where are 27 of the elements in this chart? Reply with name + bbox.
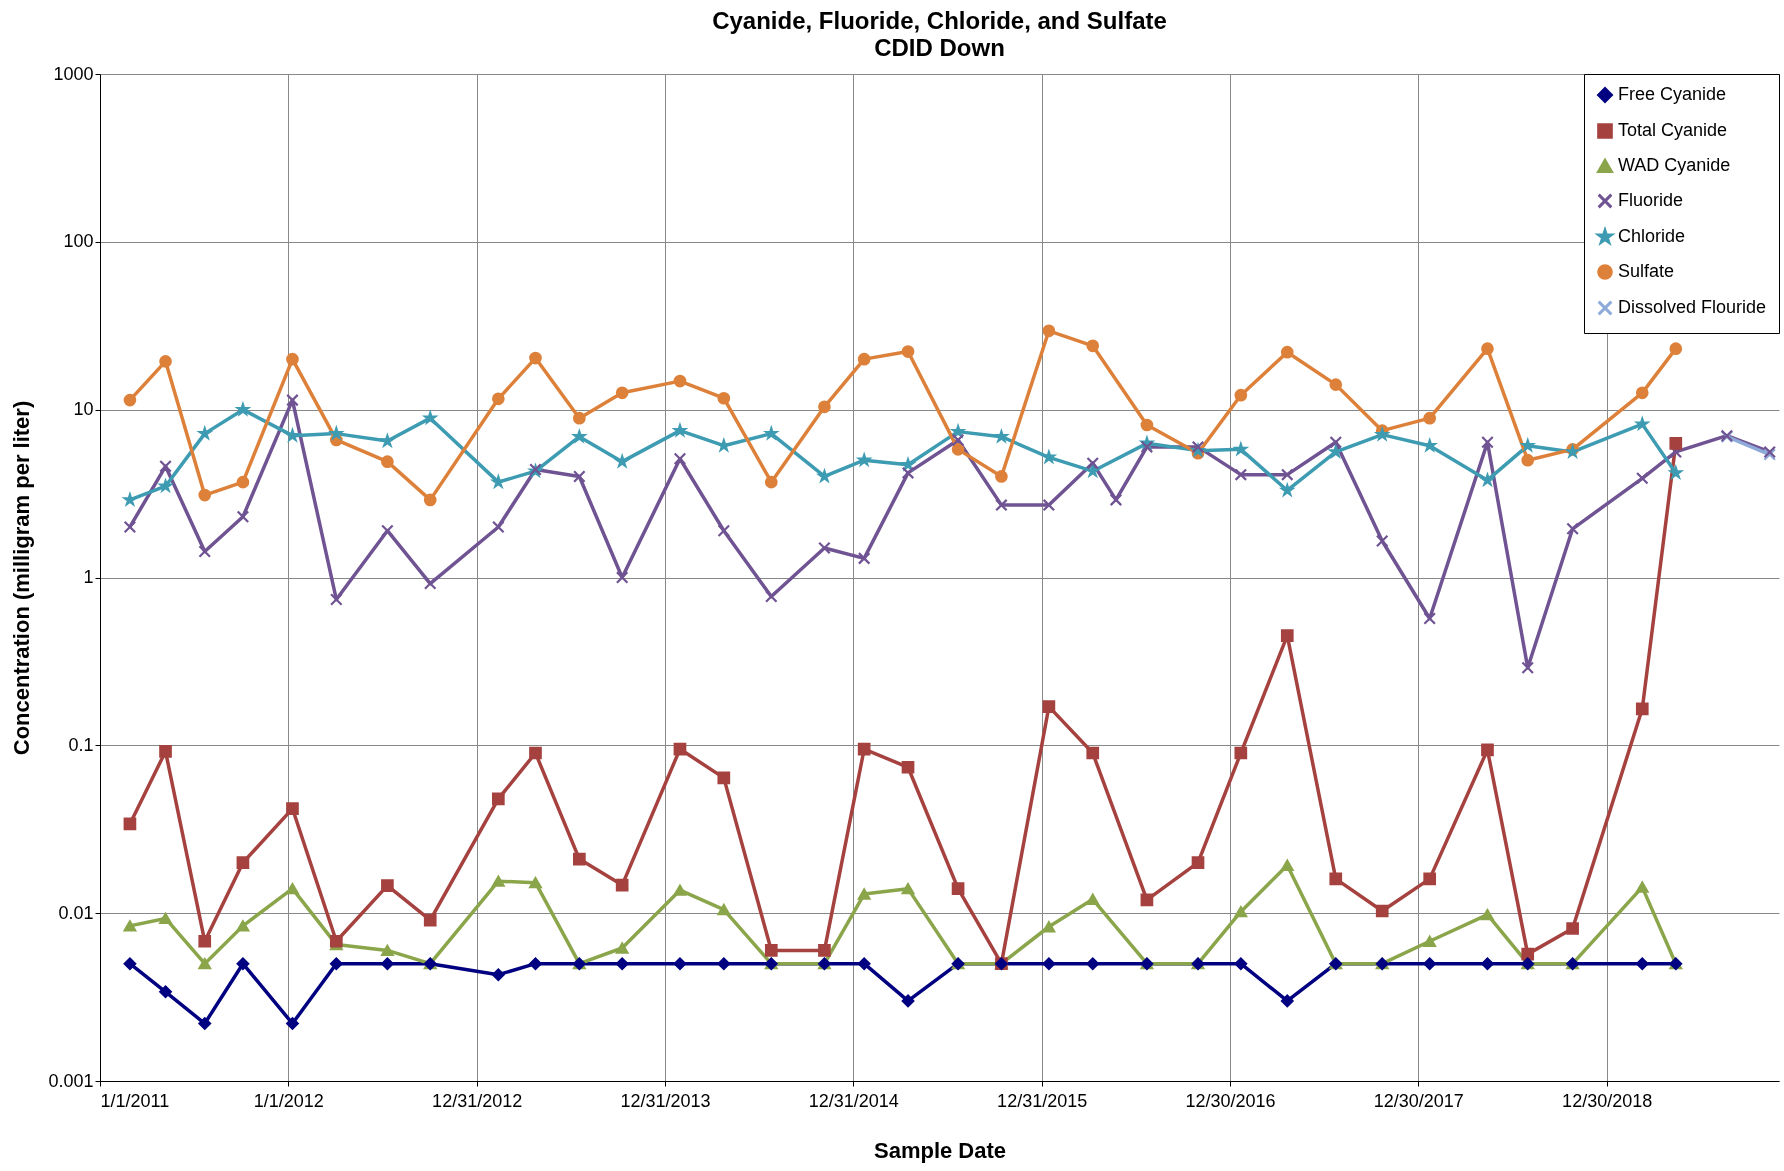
legend-label: Fluoride [1618, 190, 1684, 210]
y-tick-label: 0.01 [58, 902, 94, 923]
x-tick-label: 12/30/2018 [1562, 1090, 1653, 1111]
y-tick-label: 10 [73, 399, 94, 420]
y-tick-label: 0.001 [48, 1070, 94, 1091]
x-tick-label: 12/31/2015 [997, 1090, 1088, 1111]
x-tick-label: 12/31/2012 [432, 1090, 523, 1111]
x-tick-label: 12/30/2016 [1185, 1090, 1276, 1111]
y-tick-label: 100 [63, 231, 94, 252]
x-tick-label: 12/30/2017 [1373, 1090, 1464, 1111]
x-tick-label: 1/1/2011 [100, 1090, 170, 1111]
chart-subtitle: CDID Down [874, 34, 1005, 61]
x-axis-title: Sample Date [873, 1137, 1007, 1163]
y-axis-title: Concentration (milligram per liter) [9, 400, 35, 756]
x-tick-label: 1/1/2012 [253, 1090, 324, 1111]
x-tick-label: 12/31/2014 [808, 1090, 899, 1111]
y-tick-label: 1000 [53, 63, 94, 84]
legend-label: Sulfate [1618, 261, 1675, 281]
legend-label: Free Cyanide [1618, 84, 1727, 104]
legend-label: Total Cyanide [1618, 120, 1728, 140]
legend-label: WAD Cyanide [1618, 155, 1731, 175]
legend-label: Dissolved Flouride [1618, 297, 1767, 317]
legend-label: Chloride [1618, 226, 1686, 246]
y-tick-label: 1 [83, 567, 94, 587]
x-tick-label: 12/31/2013 [620, 1090, 711, 1111]
y-tick-label: 0.1 [68, 734, 94, 755]
chart-title: Cyanide, Fluoride, Chloride, and Sulfate [712, 7, 1167, 34]
